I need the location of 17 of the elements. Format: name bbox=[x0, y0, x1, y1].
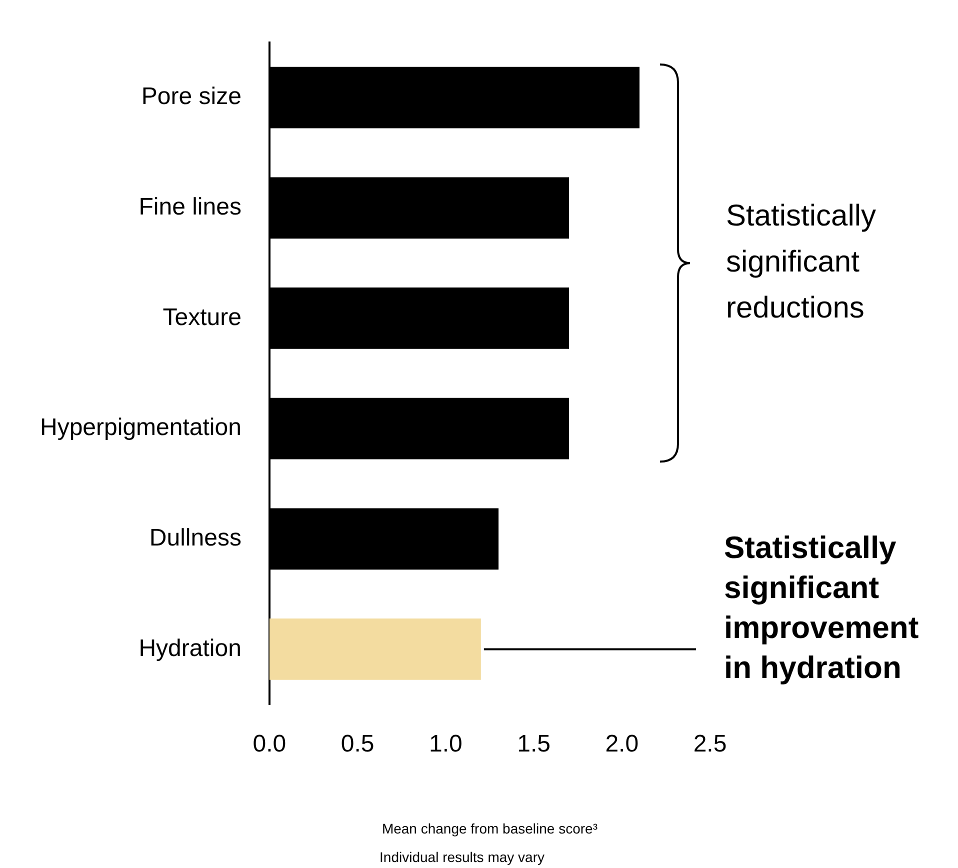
annotation: Statistically significant improvement in hydration bbox=[724, 530, 919, 685]
y-tick-label: Dullness bbox=[149, 524, 242, 552]
y-tick-label: Texture bbox=[162, 304, 242, 331]
x-tick-label: 2.5 bbox=[693, 730, 727, 758]
text: Individual results may vary bbox=[380, 848, 544, 865]
y-tick-label: Pore size bbox=[141, 83, 242, 110]
y-tick-label: Hydration bbox=[138, 634, 242, 662]
x-axis-title: Mean change from baseline score³ bbox=[382, 820, 598, 836]
bar bbox=[269, 618, 481, 680]
x-tick-label: 0.5 bbox=[340, 730, 374, 758]
x-tick-label: 1.5 bbox=[517, 730, 550, 758]
x-tick-label: 0.0 bbox=[252, 730, 286, 758]
y-tick-label: Hyperpigmentation bbox=[40, 414, 242, 442]
text: Statistically significant reductions bbox=[726, 199, 876, 324]
x-tick-label: 2.0 bbox=[605, 730, 639, 758]
y-tick-label: Fine lines bbox=[138, 194, 242, 221]
x-tick-label: 1.0 bbox=[428, 730, 462, 758]
